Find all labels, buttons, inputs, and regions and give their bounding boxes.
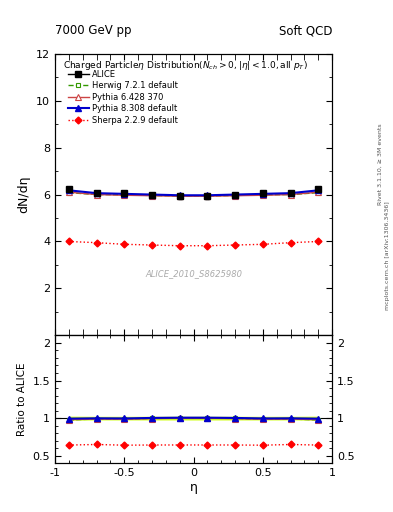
Y-axis label: Ratio to ALICE: Ratio to ALICE [17, 362, 27, 436]
Text: Rivet 3.1.10, ≥ 3M events: Rivet 3.1.10, ≥ 3M events [378, 123, 383, 205]
Text: mcplots.cern.ch [arXiv:1306.3436]: mcplots.cern.ch [arXiv:1306.3436] [385, 202, 389, 310]
Y-axis label: dN/dη: dN/dη [17, 176, 31, 214]
X-axis label: η: η [189, 481, 198, 494]
Text: Soft QCD: Soft QCD [279, 25, 332, 37]
Text: ALICE_2010_S8625980: ALICE_2010_S8625980 [145, 269, 242, 278]
Text: 7000 GeV pp: 7000 GeV pp [55, 25, 132, 37]
Text: Charged Particle$\eta$ Distribution$(N_{ch} > 0, |\eta| < 1.0, \mathrm{all}\ p_T: Charged Particle$\eta$ Distribution$(N_{… [63, 59, 308, 72]
Legend: ALICE, Herwig 7.2.1 default, Pythia 6.428 370, Pythia 8.308 default, Sherpa 2.2.: ALICE, Herwig 7.2.1 default, Pythia 6.42… [65, 67, 182, 128]
